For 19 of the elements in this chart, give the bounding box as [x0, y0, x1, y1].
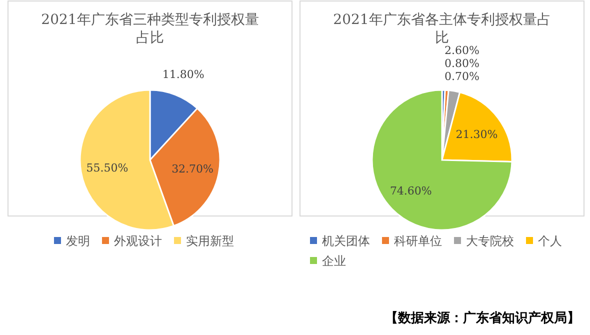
data-label: 0.70%	[444, 70, 480, 83]
legend-label: 发明	[66, 234, 90, 248]
data-label: 55.50%	[86, 161, 128, 174]
legend-label: 企业	[322, 254, 346, 268]
data-label: 74.60%	[390, 184, 432, 198]
data-label: 32.70%	[172, 162, 214, 176]
data-label: 11.80%	[162, 68, 204, 82]
data-label: 2.60%	[444, 44, 480, 57]
legend-label: 科研单位	[394, 234, 442, 248]
data-label: 0.80%	[444, 57, 480, 70]
legend-label: 个人	[538, 234, 562, 248]
legend-label: 大专院校	[466, 234, 514, 248]
legend-label: 外观设计	[114, 234, 162, 248]
text: 【数据来源：广东省知识产权局】	[385, 310, 580, 326]
legend-label: 实用新型	[186, 234, 234, 248]
data-label: 21.30%	[456, 128, 498, 141]
chart-title: 2021年广东省三种类型专利授权量占比	[41, 12, 259, 46]
chart-title: 2021年广东省各主体专利授权量占比	[333, 12, 551, 46]
legend-label: 机关团体	[322, 234, 370, 248]
